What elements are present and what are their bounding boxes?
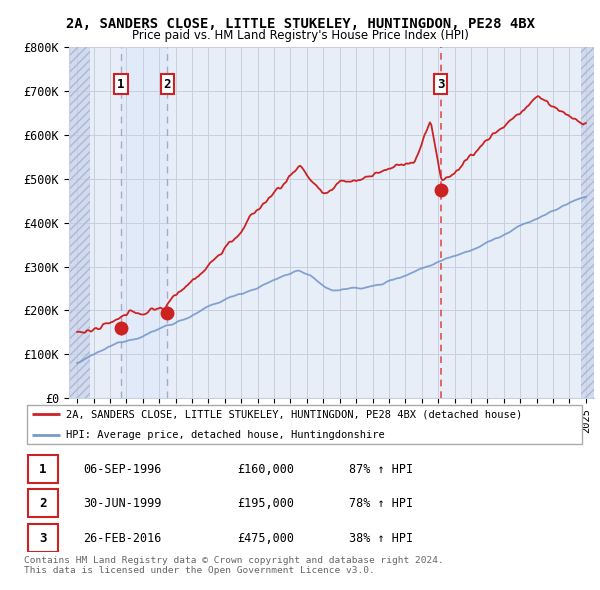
Text: 30-JUN-1999: 30-JUN-1999 [83,497,161,510]
Text: 3: 3 [40,532,47,545]
Bar [69,47,91,398]
Bar [69,47,91,398]
FancyBboxPatch shape [28,525,58,552]
Bar [581,47,594,398]
Text: £160,000: £160,000 [237,463,294,476]
FancyBboxPatch shape [28,489,58,517]
Text: 78% ↑ HPI: 78% ↑ HPI [349,497,413,510]
Text: 1: 1 [117,77,125,90]
FancyBboxPatch shape [27,405,582,444]
Text: £475,000: £475,000 [237,532,294,545]
Text: 38% ↑ HPI: 38% ↑ HPI [349,532,413,545]
Text: 06-SEP-1996: 06-SEP-1996 [83,463,161,476]
Text: 1: 1 [40,463,47,476]
Text: Price paid vs. HM Land Registry's House Price Index (HPI): Price paid vs. HM Land Registry's House … [131,30,469,42]
Text: 87% ↑ HPI: 87% ↑ HPI [349,463,413,476]
Text: Contains HM Land Registry data © Crown copyright and database right 2024.
This d: Contains HM Land Registry data © Crown c… [24,556,444,575]
Text: 2A, SANDERS CLOSE, LITTLE STUKELEY, HUNTINGDON, PE28 4BX: 2A, SANDERS CLOSE, LITTLE STUKELEY, HUNT… [65,17,535,31]
Text: 2: 2 [40,497,47,510]
FancyBboxPatch shape [28,455,58,483]
Bar [581,47,594,398]
Text: 2A, SANDERS CLOSE, LITTLE STUKELEY, HUNTINGDON, PE28 4BX (detached house): 2A, SANDERS CLOSE, LITTLE STUKELEY, HUNT… [66,409,523,419]
Text: 3: 3 [437,77,445,90]
Text: HPI: Average price, detached house, Huntingdonshire: HPI: Average price, detached house, Hunt… [66,430,385,440]
Text: 2: 2 [164,77,171,90]
Text: 26-FEB-2016: 26-FEB-2016 [83,532,161,545]
Bar [121,47,167,398]
Text: £195,000: £195,000 [237,497,294,510]
